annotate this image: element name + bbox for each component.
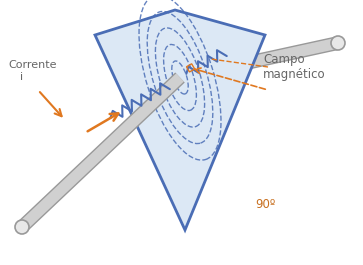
Text: 90º: 90º: [255, 198, 275, 211]
Polygon shape: [95, 10, 265, 230]
Text: Campo
magnético: Campo magnético: [263, 53, 326, 81]
Circle shape: [15, 220, 29, 234]
Circle shape: [331, 36, 345, 50]
Text: i: i: [20, 72, 23, 82]
Text: Corrente: Corrente: [8, 60, 57, 70]
